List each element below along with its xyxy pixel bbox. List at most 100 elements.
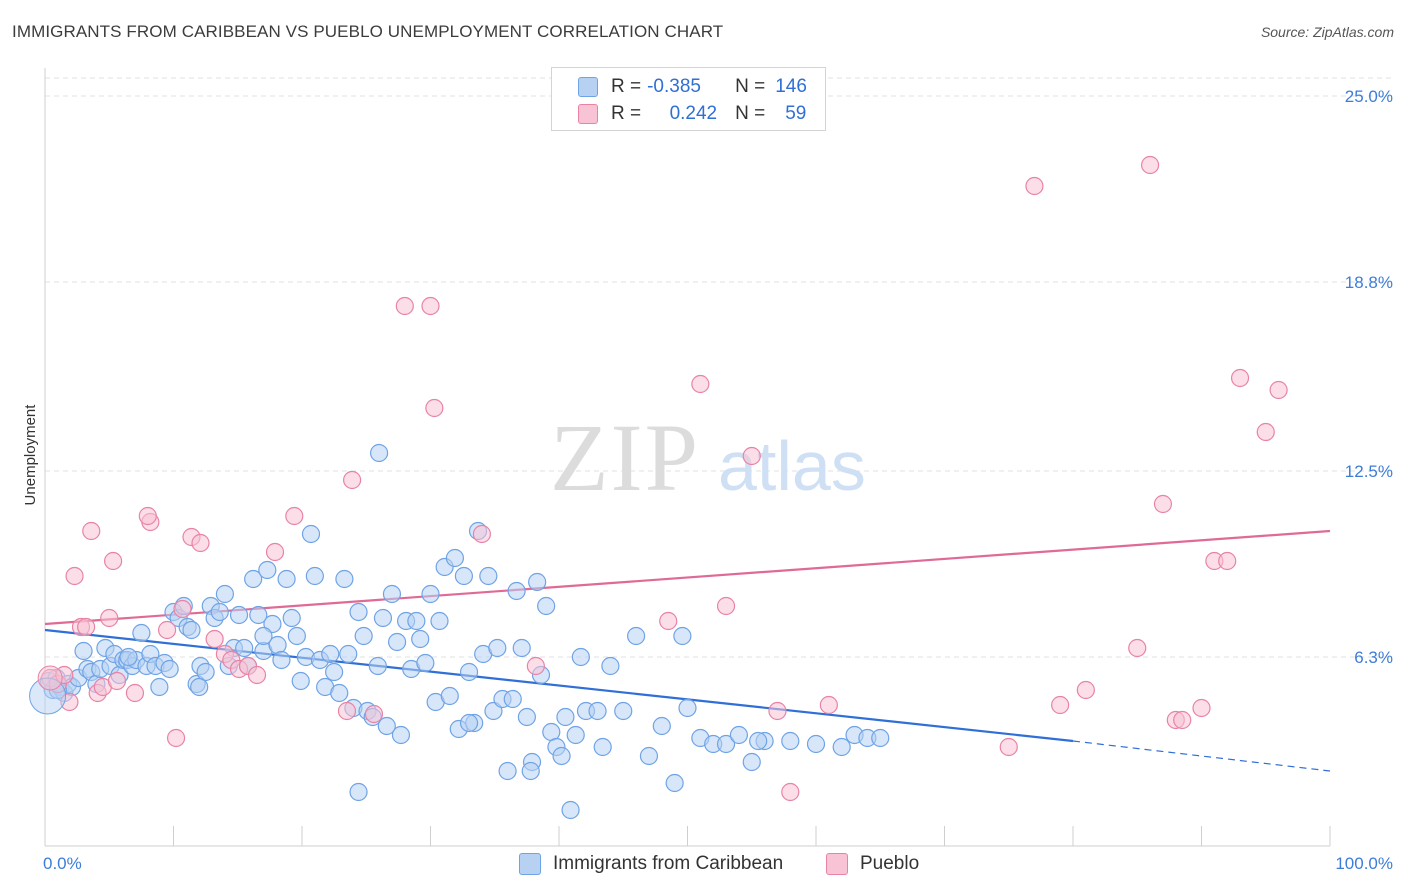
pueblo-point	[768, 701, 787, 721]
caribbean-point	[373, 608, 393, 628]
caribbean-point	[387, 632, 407, 652]
pueblo-point	[395, 296, 414, 316]
y-tick-label: 12.5%	[1345, 462, 1393, 481]
caribbean-point	[210, 602, 229, 622]
caribbean-point	[639, 746, 659, 766]
caribbean-point	[832, 737, 851, 757]
legend-n-value: 59	[785, 103, 807, 124]
pueblo-point	[716, 596, 736, 616]
caribbean-point	[416, 653, 435, 673]
pueblo-point	[1128, 638, 1147, 658]
caribbean-point	[588, 701, 607, 721]
caribbean-point	[440, 686, 459, 706]
bottom-legend-label-caribbean: Immigrants from Caribbean	[553, 853, 784, 874]
pueblo-point	[1256, 422, 1275, 442]
caribbean-point	[258, 560, 277, 580]
legend-r-label: R =	[611, 103, 642, 124]
caribbean-point	[244, 569, 263, 589]
caribbean-point	[370, 443, 389, 463]
caribbean-point	[571, 647, 590, 667]
pueblo-point	[659, 611, 678, 631]
y-tick-label: 25.0%	[1345, 87, 1393, 106]
pueblo-point	[1140, 155, 1160, 175]
caribbean-point	[301, 524, 321, 544]
legend-r-value: -0.385	[647, 76, 701, 97]
pueblo-point	[125, 683, 145, 703]
pueblo-point	[191, 533, 210, 553]
caribbean-point	[593, 737, 612, 757]
caribbean-point	[729, 725, 749, 745]
caribbean-point	[521, 761, 540, 781]
pueblo-point	[526, 656, 545, 676]
x-tick-label: 100.0%	[1335, 854, 1393, 873]
caribbean-point	[235, 638, 254, 658]
pueblo-point	[999, 737, 1018, 757]
pueblo-point	[205, 629, 224, 649]
caribbean-point	[454, 566, 474, 586]
caribbean-point	[339, 644, 358, 664]
legend-n-label: N =	[735, 103, 766, 124]
caribbean-point	[479, 566, 498, 586]
pueblo-point	[425, 398, 444, 418]
source-credit: Source: ZipAtlas.com	[1260, 24, 1394, 40]
caribbean-point	[272, 650, 291, 670]
caribbean-point	[601, 656, 620, 676]
caribbean-trend-line	[44, 628, 1074, 743]
caribbean-point	[335, 569, 354, 589]
pueblo-point	[1173, 710, 1192, 730]
caribbean-point	[512, 638, 531, 658]
legend-swatch-caribbean	[578, 77, 598, 97]
caribbean-point	[871, 728, 890, 748]
bottom-legend-swatch-pueblo	[826, 853, 848, 875]
pueblo-point	[100, 608, 119, 628]
pueblo-point	[1192, 698, 1211, 718]
caribbean-point	[249, 605, 268, 625]
legend-row-pueblo: R = 0.242 N = 59	[552, 101, 806, 127]
pueblo-point	[1218, 551, 1237, 571]
pueblo-point	[1025, 176, 1044, 196]
caribbean-point	[517, 707, 536, 727]
pueblo-point	[364, 704, 384, 724]
caribbean-point	[287, 626, 306, 646]
pueblo-point	[82, 521, 101, 541]
caribbean-point	[190, 677, 209, 697]
caribbean-point	[229, 605, 249, 625]
caribbean-point	[678, 698, 697, 718]
caribbean-point	[626, 626, 646, 646]
caribbean-point	[537, 596, 556, 616]
bottom-legend-caribbean: Immigrants from Caribbean	[519, 851, 783, 877]
caribbean-point	[150, 677, 169, 697]
caribbean-point	[528, 572, 547, 592]
pueblo-point	[1230, 368, 1250, 388]
tick-labels: 6.3% 12.5% 18.8% 25.0% 0.0% 100.0%	[43, 87, 1393, 873]
caribbean-point	[430, 611, 449, 631]
caribbean-point	[377, 716, 396, 736]
x-tick-label: 0.0%	[43, 854, 82, 873]
caribbean-point	[382, 584, 402, 604]
bottom-legend-pueblo: Pueblo	[826, 851, 919, 877]
caribbean-point	[749, 731, 768, 751]
pueblo-point	[285, 506, 304, 526]
pueblo-point	[1051, 695, 1070, 715]
caribbean-point	[368, 656, 387, 676]
caribbean-point	[556, 707, 575, 727]
y-tick-label: 6.3%	[1354, 648, 1393, 667]
pueblo-point	[337, 701, 357, 721]
caribbean-point	[566, 725, 585, 745]
caribbean-point	[325, 662, 344, 682]
chart-title: IMMIGRANTS FROM CARIBBEAN VS PUEBLO UNEM…	[12, 22, 724, 41]
caribbean-point	[445, 548, 465, 568]
caribbean-point	[354, 626, 373, 646]
legend-swatch-pueblo	[578, 104, 598, 124]
pueblo-point	[157, 620, 177, 640]
caribbean-trend-extension	[1072, 740, 1331, 772]
caribbean-point	[282, 608, 301, 628]
pueblo-point	[691, 374, 710, 394]
caribbean-point	[411, 629, 430, 649]
caribbean-point	[74, 641, 93, 661]
bottom-legend-swatch-caribbean	[519, 853, 541, 875]
bottom-legend-label-pueblo: Pueblo	[860, 853, 920, 874]
caribbean-point	[254, 626, 273, 646]
pueblo-point	[1153, 494, 1173, 514]
